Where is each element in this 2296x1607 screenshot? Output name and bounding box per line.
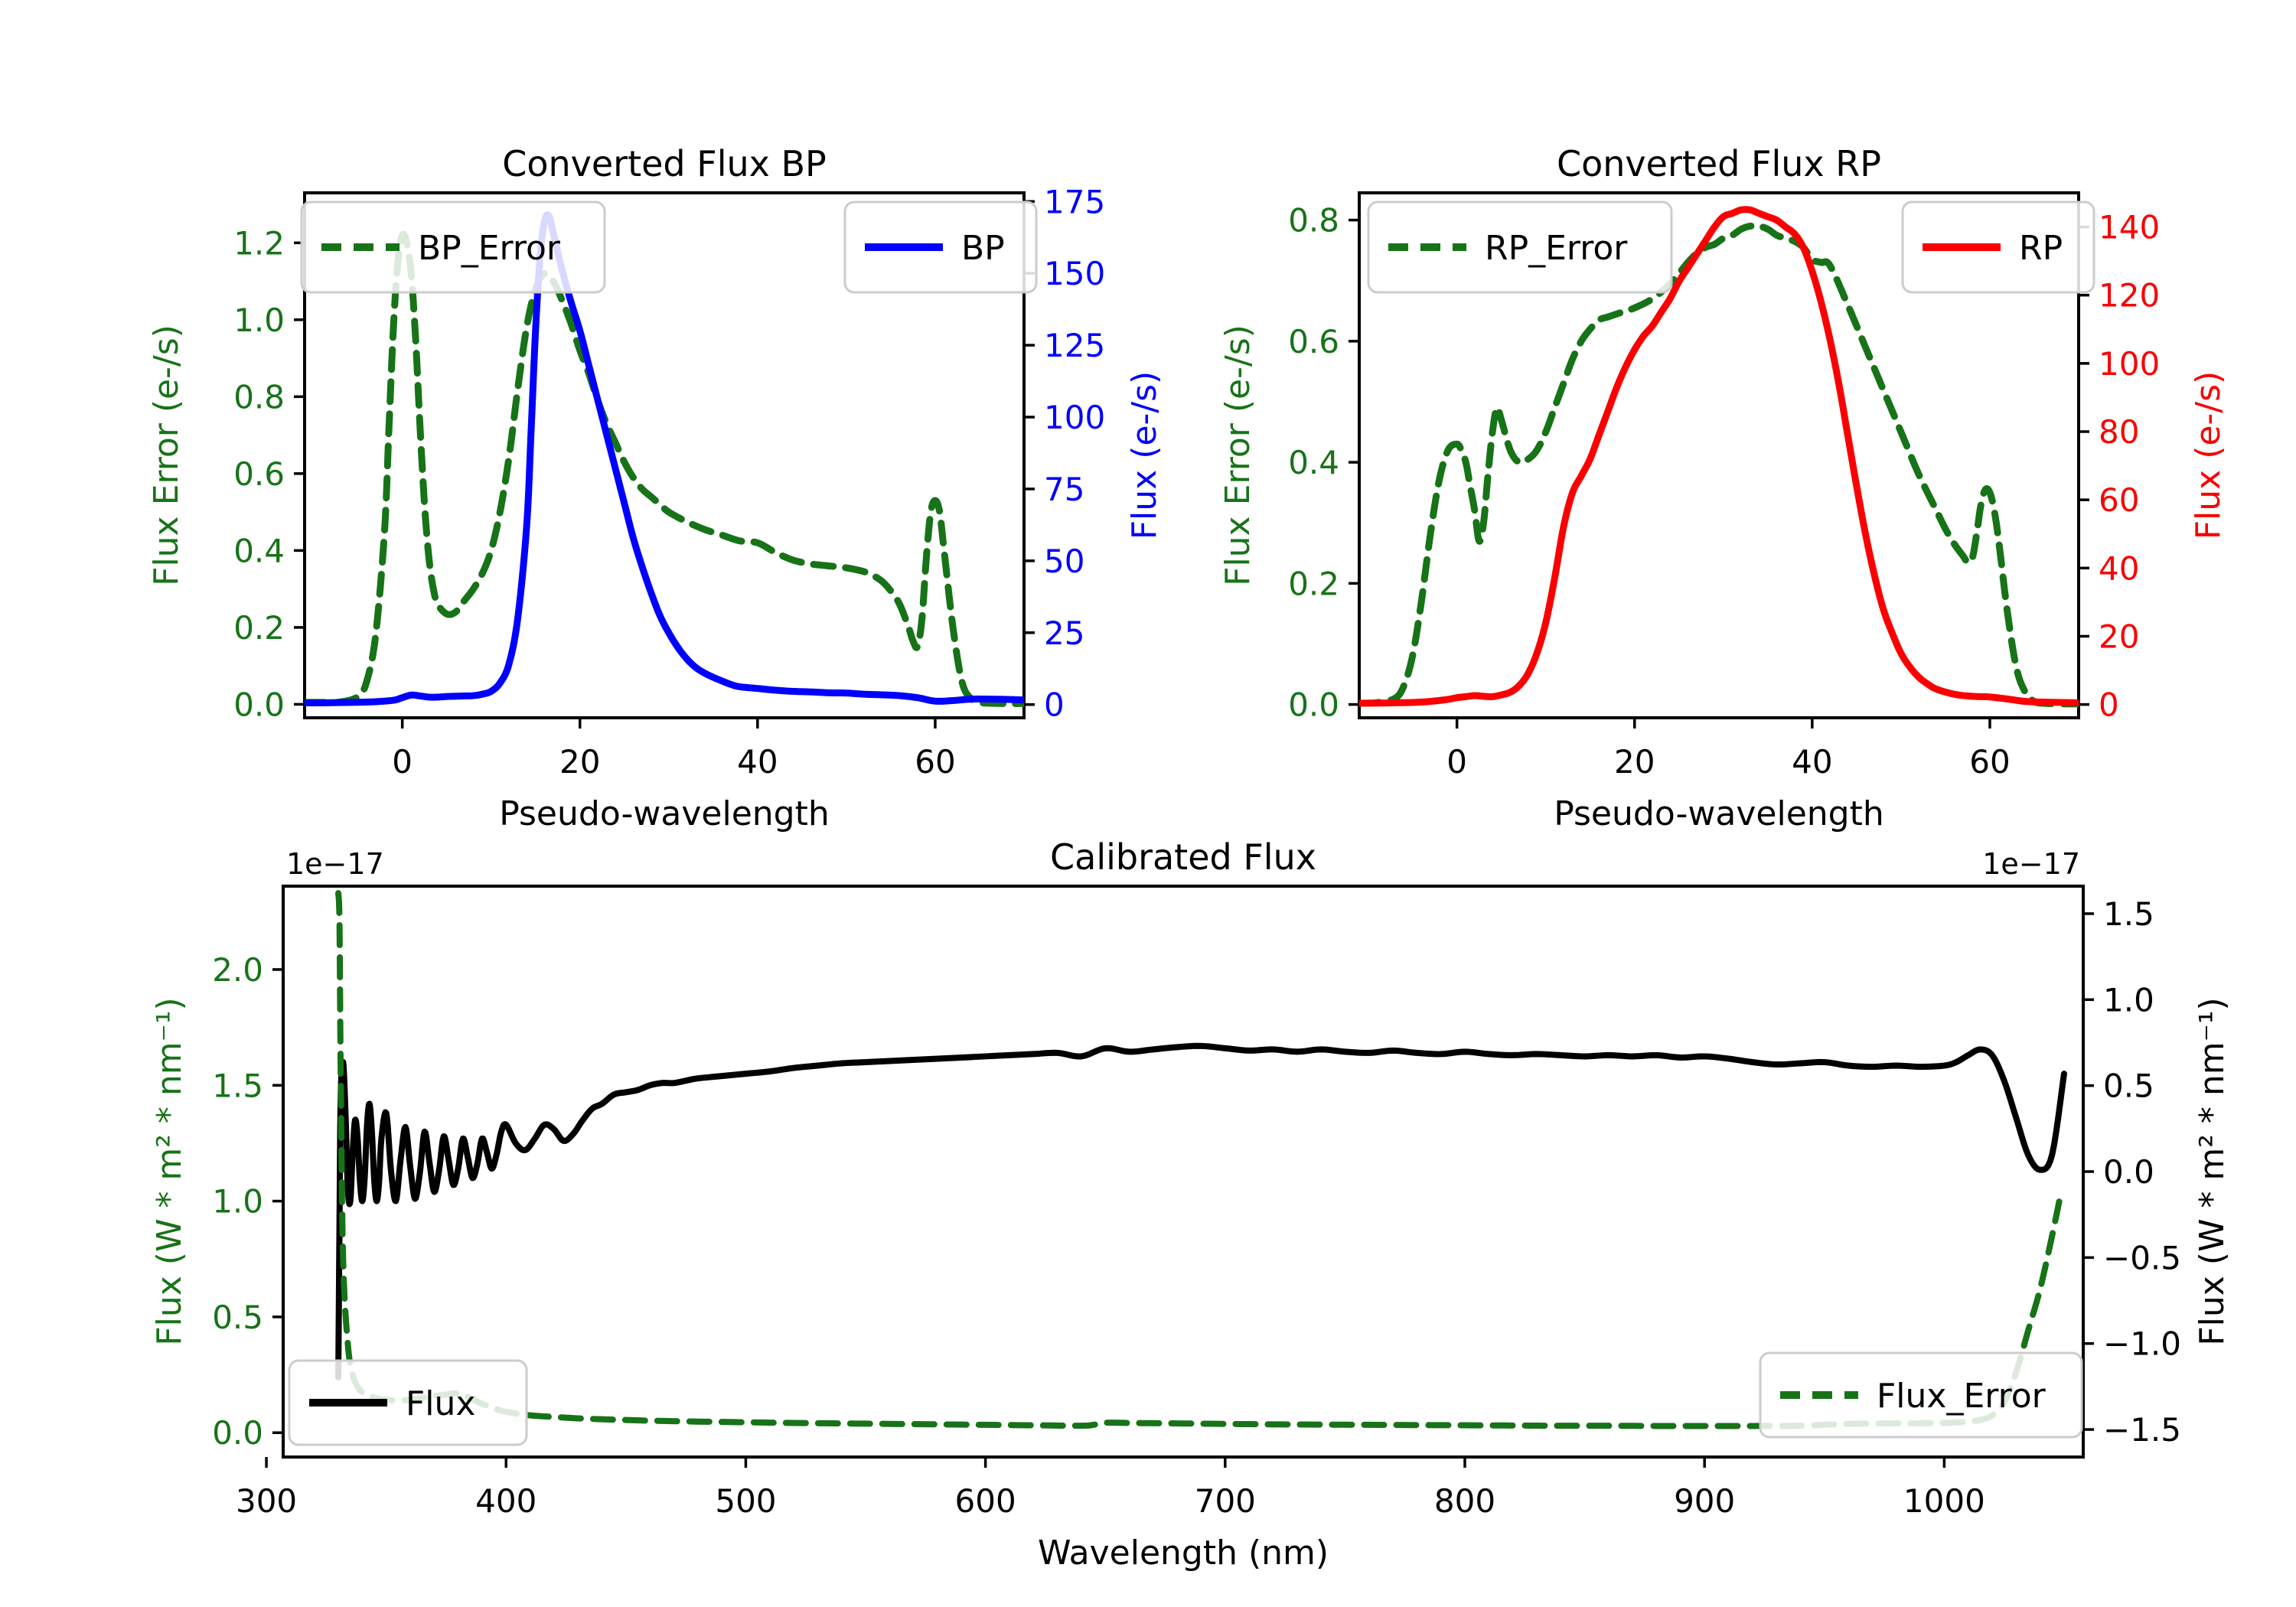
panel-converted-flux-rp-axes-frame xyxy=(1358,191,2080,719)
panel-calibrated-flux-title: Calibrated Flux xyxy=(1050,836,1316,878)
series-rp_error xyxy=(1359,222,2079,708)
y-left-tick-label: 0.8 xyxy=(233,378,285,416)
y-right-tick-label: 40 xyxy=(2099,549,2139,587)
legend-flux-error-label: Flux_Error xyxy=(1877,1377,2047,1416)
y-left-tick-label: 0.0 xyxy=(212,1414,263,1452)
y-right-tick-label: 100 xyxy=(1044,399,1105,436)
panel-calibrated-flux-data-area xyxy=(335,890,2067,1429)
y-right-tick-label: −1.5 xyxy=(2103,1411,2181,1449)
panel-calibrated-flux-ylabel-right: Flux (W * m² * nm⁻¹) xyxy=(2193,997,2232,1345)
x-tick-label: 20 xyxy=(1614,743,1655,781)
panel-converted-flux-rp-ylabel-right: Flux (e-/s) xyxy=(2189,371,2228,539)
x-tick-label: 800 xyxy=(1434,1482,1495,1520)
panel-calibrated-flux-offset-left: 1e−17 xyxy=(286,847,384,881)
y-right-tick-label: 0.0 xyxy=(2103,1153,2154,1191)
legend-flux-box[interactable] xyxy=(288,1359,528,1446)
y-right-tick-label: 175 xyxy=(1044,183,1105,220)
y-left-tick-label: 0.4 xyxy=(233,532,285,569)
series-bp xyxy=(305,211,1024,706)
y-right-tick-label: 0 xyxy=(1044,686,1065,724)
panel-converted-flux-bp-axes-frame xyxy=(303,191,1026,719)
y-right-tick-label: 25 xyxy=(1044,614,1084,652)
y-right-tick-label: −1.0 xyxy=(2103,1325,2181,1363)
x-tick-label: 400 xyxy=(475,1482,536,1520)
y-left-tick-label: 1.0 xyxy=(212,1183,263,1221)
legend-bp-label: BP xyxy=(961,229,1005,268)
x-tick-label: 600 xyxy=(955,1482,1016,1520)
x-tick-label: 40 xyxy=(1792,743,1832,781)
legend-rp-error-label: RP_Error xyxy=(1485,229,1628,268)
x-tick-label: 500 xyxy=(715,1482,776,1520)
y-left-tick-label: 1.5 xyxy=(212,1067,263,1104)
y-right-tick-label: 20 xyxy=(2099,618,2139,655)
legend-rp-label: RP xyxy=(2019,229,2063,268)
panel-calibrated-flux-xlabel: Wavelength (nm) xyxy=(1038,1534,1329,1573)
legend-flux-error-box[interactable] xyxy=(1759,1351,2083,1439)
series-bp_error xyxy=(305,230,1024,707)
y-right-tick-label: −0.5 xyxy=(2103,1239,2181,1276)
panel-converted-flux-rp-ylabel-left: Flux Error (e-/s) xyxy=(1218,324,1257,586)
y-right-tick-label: 0.5 xyxy=(2103,1068,2154,1105)
y-right-tick-label: 75 xyxy=(1044,471,1084,508)
x-tick-label: 300 xyxy=(236,1482,297,1520)
panel-converted-flux-rp: Converted Flux RP 0 20 40 60 Pseudo-wavelengt… xyxy=(1218,143,2228,833)
panel-converted-flux-rp-xlabel: Pseudo-wavelength xyxy=(1554,794,1884,833)
panel-converted-flux-bp: Converted Flux BP 0 20 40 60 Pseudo-wavelengt… xyxy=(147,143,1164,833)
y-right-tick-label: 140 xyxy=(2099,209,2160,246)
y-left-tick-label: 0.6 xyxy=(1288,323,1339,360)
panel-converted-flux-bp-title: Converted Flux BP xyxy=(502,143,827,184)
y-left-tick-label: 0.8 xyxy=(1288,202,1339,240)
legend-flux-label: Flux xyxy=(406,1384,475,1423)
y-right-tick-label: 125 xyxy=(1044,327,1105,364)
y-right-tick-label: 0 xyxy=(2099,686,2119,724)
x-tick-label: 0 xyxy=(1446,743,1467,781)
y-left-tick-label: 0.2 xyxy=(1288,565,1339,602)
y-left-tick-label: 0.2 xyxy=(233,609,285,647)
x-tick-label: 20 xyxy=(559,743,600,781)
y-left-tick-label: 0.5 xyxy=(212,1299,263,1336)
y-right-tick-label: 150 xyxy=(1044,255,1105,292)
y-right-tick-label: 1.0 xyxy=(2103,981,2154,1019)
x-tick-label: 1000 xyxy=(1903,1482,1985,1520)
x-tick-label: 700 xyxy=(1195,1482,1256,1520)
panel-converted-flux-bp-ylabel-left: Flux Error (e-/s) xyxy=(147,324,186,586)
panel-calibrated-flux: Calibrated Flux 300 400 500 600 700 800 900 1000… xyxy=(150,836,2232,1573)
y-left-tick-label: 1.2 xyxy=(233,224,285,262)
y-right-tick-label: 100 xyxy=(2099,345,2160,383)
panel-converted-flux-bp-data-area xyxy=(305,211,1024,707)
x-tick-label: 40 xyxy=(737,743,778,781)
panel-converted-flux-bp-xlabel: Pseudo-wavelength xyxy=(499,794,830,833)
panel-converted-flux-bp-ylabel-right: Flux (e-/s) xyxy=(1125,371,1164,539)
y-right-tick-label: 1.5 xyxy=(2103,895,2154,933)
x-tick-label: 0 xyxy=(392,743,413,781)
legend-bp-error-label: BP_Error xyxy=(418,229,561,268)
series-flux xyxy=(335,1042,2067,1380)
y-right-tick-label: 50 xyxy=(1044,543,1084,580)
y-left-tick-label: 2.0 xyxy=(212,951,263,989)
legend-bp-error-box[interactable] xyxy=(300,200,606,294)
y-left-tick-label: 0.6 xyxy=(233,455,285,493)
panel-converted-flux-rp-data-area xyxy=(1359,206,2079,708)
x-tick-label: 900 xyxy=(1674,1482,1735,1520)
panel-converted-flux-rp-title: Converted Flux RP xyxy=(1557,143,1881,184)
y-right-tick-label: 80 xyxy=(2099,413,2139,451)
series-flux_error xyxy=(335,890,2063,1429)
legend-rp-error-box[interactable] xyxy=(1367,200,1673,294)
series-rp xyxy=(1359,206,2079,707)
y-right-tick-label: 60 xyxy=(2099,481,2139,519)
panel-calibrated-flux-offset-right: 1e−17 xyxy=(1982,847,2080,881)
x-tick-label: 60 xyxy=(915,743,955,781)
y-left-tick-label: 0.4 xyxy=(1288,444,1339,481)
y-left-tick-label: 0.0 xyxy=(1288,686,1339,724)
y-left-tick-label: 0.0 xyxy=(233,686,285,723)
y-left-tick-label: 1.0 xyxy=(233,302,285,339)
x-tick-label: 60 xyxy=(1969,743,2010,781)
y-right-tick-label: 120 xyxy=(2099,277,2160,315)
panel-calibrated-flux-ylabel-left: Flux (W * m² * nm⁻¹) xyxy=(150,997,189,1345)
